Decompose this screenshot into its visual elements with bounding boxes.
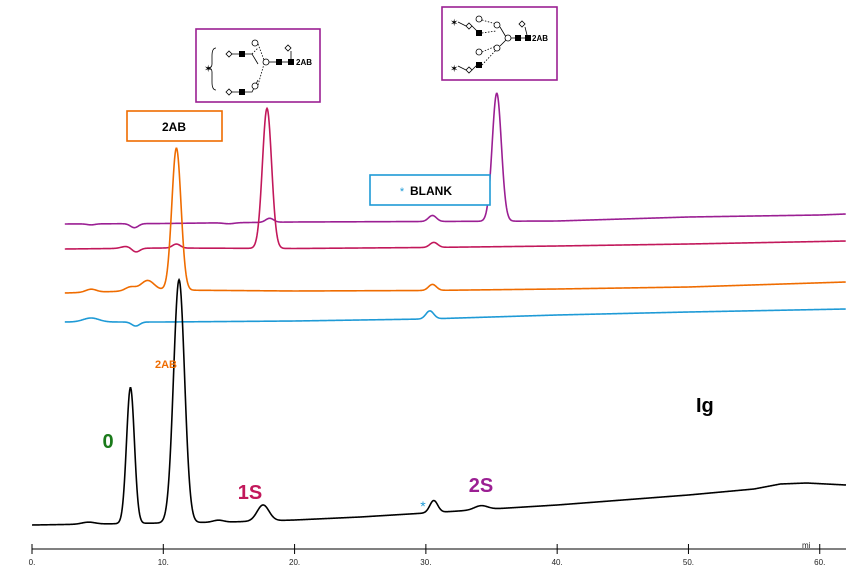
annotation-blank-marker: * xyxy=(420,498,426,514)
x-tick-label-1: 10. xyxy=(158,558,169,567)
glycan-1s-drawing: ✶ xyxy=(204,39,294,96)
legend-box-2ab-frame xyxy=(126,110,223,142)
trace-line-2 xyxy=(64,147,846,294)
x-tick-label-2: 20. xyxy=(289,558,300,567)
glycan-structure-2s: ✶ ✶ 2AB xyxy=(441,6,558,81)
trace-label-ig: Ig xyxy=(696,395,714,417)
x-tick-label-4: 40. xyxy=(552,558,563,567)
x-unit-label: mi xyxy=(802,541,811,550)
annotation-peak-2ab: 2AB xyxy=(155,359,177,371)
annotation-peak-0: 0 xyxy=(102,431,113,453)
svg-text:✶: ✶ xyxy=(450,18,458,29)
chromatogram-traces xyxy=(31,92,847,526)
glycan-box-1s-frame xyxy=(195,28,321,103)
legend-box-blank-label: BLANK xyxy=(410,184,452,198)
legend-box-2ab-label: 2AB xyxy=(162,120,186,134)
glycan-1s-label: 2AB xyxy=(296,58,312,67)
legend-box-blank: * BLANK xyxy=(369,174,491,206)
glycan-structure-1s: ✶ 2AB xyxy=(195,28,321,103)
glycan-2s-label: 2AB xyxy=(532,34,548,43)
glycan-2s-drawing: ✶ ✶ xyxy=(450,15,531,75)
trace-line-0 xyxy=(64,92,846,229)
glycan-box-2s-frame xyxy=(441,6,558,81)
x-tick-label-3: 30. xyxy=(420,558,431,567)
x-axis: 0. 10. 20. 30. 40. 50. 60. mi xyxy=(29,541,846,567)
x-tick-label-0: 0. xyxy=(29,558,36,567)
legend-box-blank-marker: * xyxy=(400,186,405,198)
annotation-peak-2s: 2S xyxy=(469,475,493,497)
trace-line-1 xyxy=(64,106,846,253)
trace-line-3 xyxy=(64,308,846,327)
annotation-peak-1s: 1S xyxy=(238,482,262,504)
x-tick-label-5: 50. xyxy=(683,558,694,567)
x-axis-ticks: 0. 10. 20. 30. 40. 50. 60. xyxy=(29,544,825,567)
svg-text:✶: ✶ xyxy=(450,64,458,75)
legend-box-2ab: 2AB xyxy=(126,110,223,142)
legend-box-blank-frame xyxy=(369,174,491,206)
trace-line-4 xyxy=(31,277,847,526)
svg-text:✶: ✶ xyxy=(204,64,212,75)
x-tick-label-6: 60. xyxy=(814,558,825,567)
